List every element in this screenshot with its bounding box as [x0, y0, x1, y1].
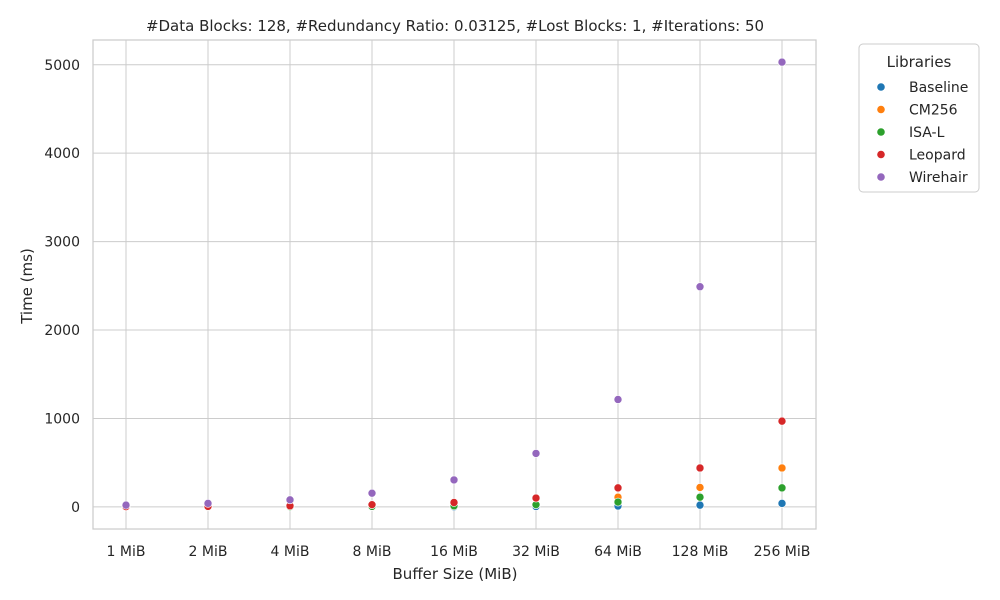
y-tick-label: 5000	[44, 58, 80, 74]
x-tick-label: 8 MiB	[353, 544, 392, 560]
x-tick-label: 32 MiB	[512, 544, 560, 560]
x-tick-label: 4 MiB	[271, 544, 310, 560]
data-point-baseline	[695, 500, 705, 510]
x-tick-label: 16 MiB	[430, 544, 478, 560]
legend-marker	[877, 150, 885, 159]
data-point-leopard	[449, 498, 459, 507]
data-point-wirehair	[285, 495, 295, 505]
legend: Libraries Baseline CM256 ISA-L Leopard Wireh…	[858, 43, 980, 193]
legend-label: CM256	[909, 103, 958, 119]
data-point-wirehair	[203, 499, 213, 508]
data-point-isa-l	[695, 492, 705, 502]
data-point-wirehair	[695, 282, 705, 292]
legend-items: Baseline CM256 ISA-L Leopard Wirehair	[877, 80, 968, 186]
data-point-cm256	[777, 463, 787, 473]
legend-marker	[877, 105, 885, 114]
plot-frame	[92, 39, 817, 530]
data-point-leopard	[613, 483, 623, 493]
legend-title: Libraries	[887, 53, 952, 71]
legend-marker	[877, 173, 885, 181]
data-point-wirehair	[613, 395, 623, 404]
x-axis-label: Buffer Size (MiB)	[393, 565, 518, 583]
legend-box	[858, 43, 980, 193]
data-point-wirehair	[531, 449, 541, 458]
x-tick-label: 1 MiB	[107, 544, 146, 560]
x-tick-labels: 1 MiB 2 MiB 4 MiB 8 MiB 16 MiB 32 MiB 64 MiB 12…	[107, 544, 811, 560]
y-tick-label: 1000	[44, 411, 80, 427]
data-point-isa-l	[777, 483, 787, 493]
legend-label: Leopard	[909, 148, 966, 164]
data-point-wirehair	[121, 500, 131, 510]
y-tick-labels: 0 1000 2000 3000 4000 5000	[44, 58, 80, 516]
legend-label: Wirehair	[909, 170, 968, 186]
legend-label: ISA-L	[909, 125, 945, 141]
data-point-wirehair	[777, 57, 787, 67]
legend-marker	[877, 128, 885, 136]
y-tick-label: 4000	[44, 146, 80, 162]
y-tick-label: 3000	[44, 235, 80, 251]
data-point-leopard	[695, 463, 705, 473]
data-point-cm256	[695, 483, 705, 492]
y-axis-label: Time (ms)	[18, 248, 36, 325]
chart-title: #Data Blocks: 128, #Redundancy Ratio: 0.…	[146, 17, 764, 35]
data-point-baseline	[777, 499, 787, 508]
x-tick-label: 256 MiB	[754, 544, 811, 560]
legend-label: Baseline	[909, 80, 968, 96]
data-point-leopard	[531, 493, 541, 503]
grid-layer	[93, 40, 816, 529]
x-tick-label: 128 MiB	[672, 544, 729, 560]
x-tick-label: 2 MiB	[189, 544, 228, 560]
legend-marker	[877, 83, 885, 91]
data-point-wirehair	[367, 488, 377, 498]
data-point-leopard	[777, 416, 787, 426]
y-tick-label: 0	[71, 500, 80, 516]
data-point-wirehair	[449, 475, 459, 485]
points-layer	[121, 57, 787, 512]
y-tick-label: 2000	[44, 323, 80, 339]
data-point-isa-l	[613, 497, 623, 507]
data-point-leopard	[367, 500, 377, 509]
x-tick-label: 64 MiB	[594, 544, 642, 560]
